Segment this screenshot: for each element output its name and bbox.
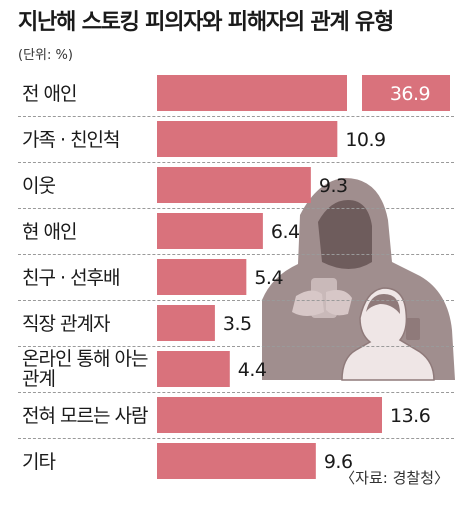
row-separator	[18, 116, 454, 117]
value-label: 13.6	[390, 405, 430, 427]
value-label: 10.9	[345, 129, 385, 151]
value-label: 5.4	[254, 267, 283, 289]
value-label: 6.4	[271, 221, 300, 243]
bar	[157, 167, 311, 203]
bar-continued	[362, 75, 450, 111]
value-label: 9.3	[319, 175, 348, 197]
bar	[157, 305, 215, 341]
category-label: 전 애인	[22, 83, 76, 105]
chart-title: 지난해 스토킹 피의자와 피해자의 관계 유형	[18, 10, 394, 35]
unit-label: (단위: %)	[18, 48, 73, 63]
category-label: 가족 · 친인척	[22, 129, 120, 151]
bar	[157, 259, 247, 295]
category-label: 전혀 모르는 사람	[22, 405, 148, 427]
category-label: 기타	[22, 451, 55, 473]
row-separator	[18, 208, 454, 209]
category-label: 온라인 통해 아는	[22, 348, 148, 370]
category-label: 직장 관계자	[22, 313, 110, 335]
value-label: 36.9	[390, 83, 430, 105]
bar	[157, 75, 347, 111]
row-separator	[18, 438, 454, 439]
bar	[157, 443, 316, 479]
value-label: 3.5	[223, 313, 252, 335]
hooded-stalker-and-person-with-phone-illustration	[262, 178, 455, 381]
row-separator	[18, 300, 454, 301]
bar	[157, 121, 338, 157]
row-separator	[18, 254, 454, 255]
row-separator	[18, 162, 454, 163]
category-label: 관계	[22, 368, 55, 390]
category-label: 현 애인	[22, 221, 76, 243]
value-label: 9.6	[324, 451, 353, 473]
source-note: 〈자료: 경찰청〉	[340, 469, 449, 487]
category-label: 이웃	[22, 175, 55, 197]
bar	[157, 351, 230, 387]
row-separator	[18, 392, 454, 393]
row-separator	[18, 346, 454, 347]
category-label: 친구 · 선후배	[22, 267, 120, 289]
value-label: 4.4	[238, 359, 267, 381]
bar	[157, 397, 382, 433]
bar	[157, 213, 263, 249]
